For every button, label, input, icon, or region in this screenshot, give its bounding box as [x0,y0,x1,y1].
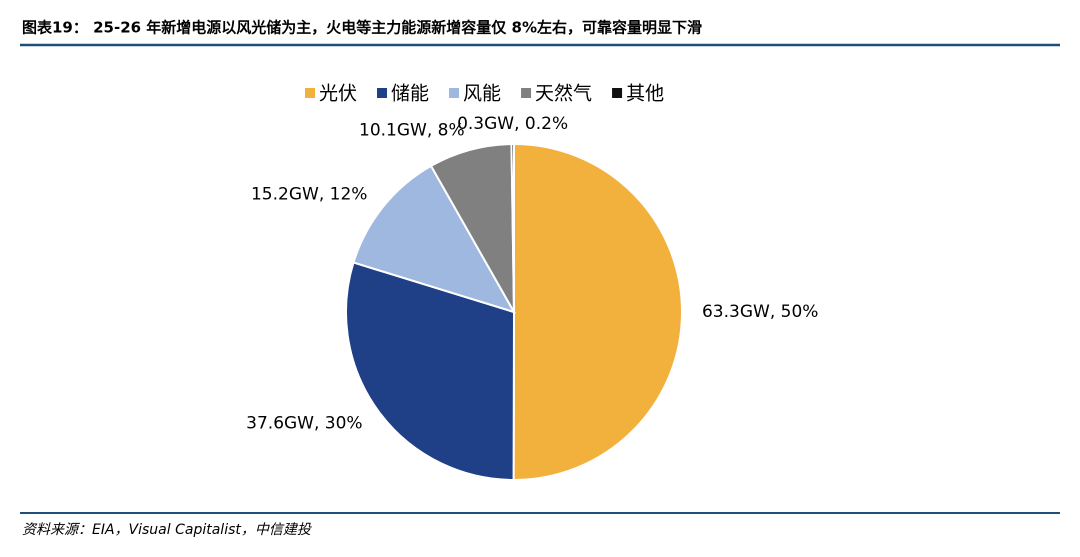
source: 资料来源：EIA，Visual Capitalist，中信建投 [22,522,313,538]
data-label: 10.1GW, 8% [359,121,465,141]
legend-swatch [305,88,315,98]
data-label: 37.6GW, 30% [246,413,362,433]
legend-label: 天然气 [535,83,592,105]
legend-label: 风能 [463,83,501,105]
legend-label: 光伏 [319,83,357,105]
legend-swatch [521,88,532,98]
legend-label: 储能 [391,83,429,105]
data-label: 63.3GW, 50% [702,302,818,322]
legend-swatch [449,88,460,98]
legend-label: 其他 [626,83,664,105]
pie-slice [345,261,516,482]
legend-swatch [612,88,623,98]
pie-slice [352,164,517,314]
data-label: 15.2GW, 12% [251,184,367,204]
legend-swatch [377,88,388,98]
data-label: 0.3GW, 0.2% [457,114,568,134]
pie-slice [512,142,684,481]
pie-slice [510,142,515,313]
chart-title: 图表19： 25-26 年新增电源以风光储为主，火电等主力能源新增容量仅 8%左… [22,19,702,37]
